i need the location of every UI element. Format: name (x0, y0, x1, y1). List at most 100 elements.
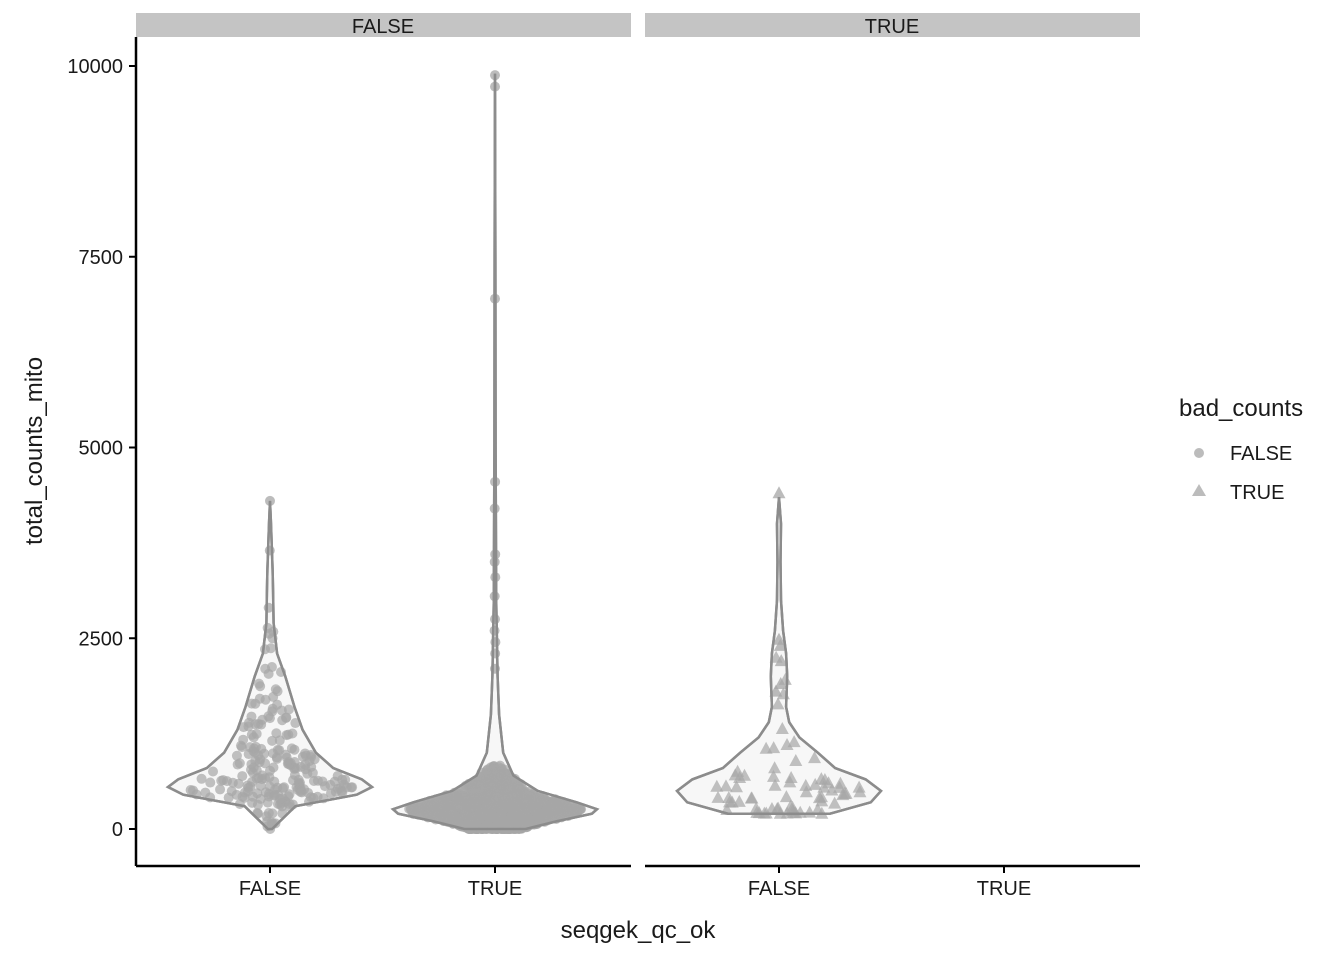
data-point (248, 732, 259, 743)
legend: bad_counts FALSE TRUE (1179, 395, 1303, 504)
data-point (257, 714, 268, 725)
data-point (246, 698, 257, 709)
data-point (264, 781, 275, 792)
data-point (745, 791, 759, 804)
data-point (252, 788, 263, 799)
data-point (495, 760, 506, 771)
data-point (286, 743, 297, 754)
data-point (500, 793, 511, 804)
data-point (268, 691, 279, 702)
data-point (281, 712, 292, 723)
data-point (828, 796, 842, 809)
violin-outline (390, 73, 600, 831)
legend-label-false: FALSE (1230, 443, 1292, 465)
data-point (783, 775, 797, 788)
data-point (833, 780, 847, 793)
data-point (729, 780, 743, 793)
data-point (303, 787, 314, 798)
data-point (501, 783, 512, 794)
data-point (711, 790, 725, 803)
data-point (456, 797, 467, 808)
data-point (484, 802, 495, 813)
data-point (238, 734, 249, 745)
data-point (237, 771, 248, 782)
data-point (547, 798, 558, 809)
data-point (208, 766, 219, 777)
outlier-point (774, 654, 788, 667)
data-point (306, 761, 317, 772)
data-point (484, 786, 495, 797)
data-point (852, 780, 866, 793)
data-point (498, 803, 509, 814)
facet-strip-false (136, 13, 631, 37)
outlier-point (490, 614, 501, 625)
data-point (263, 668, 274, 679)
data-point (422, 809, 433, 820)
data-point (480, 810, 491, 821)
data-point (261, 811, 272, 822)
data-point (242, 780, 253, 791)
data-point (519, 805, 530, 816)
violin-group-false (675, 486, 883, 819)
data-point (719, 779, 733, 792)
data-point (509, 816, 520, 827)
violin-shape (675, 497, 883, 815)
data-point (789, 753, 803, 766)
data-point (338, 779, 349, 790)
data-point (839, 786, 853, 799)
data-point (312, 791, 323, 802)
data-point (297, 751, 308, 762)
facet-strip-label-true: TRUE (865, 16, 919, 38)
data-point (238, 722, 249, 733)
data-point (215, 784, 226, 795)
data-point (481, 765, 492, 776)
data-point (274, 745, 285, 756)
data-point (771, 697, 785, 710)
data-point (568, 806, 579, 817)
data-point (499, 769, 510, 780)
x-axis-title: seqgek_qc_ok (561, 917, 717, 944)
data-point (759, 741, 773, 754)
data-point (768, 778, 782, 791)
data-point (205, 777, 216, 788)
violin-group-true (390, 70, 600, 834)
data-point (251, 765, 262, 776)
data-point (767, 769, 781, 782)
data-point (268, 762, 279, 773)
x-tick-label: FALSE (748, 878, 810, 900)
data-point (479, 779, 490, 790)
data-point (470, 784, 481, 795)
facet-strip-true (645, 13, 1140, 37)
legend-title: bad_counts (1179, 395, 1303, 422)
data-point (232, 759, 243, 770)
y-tick-label: 7500 (79, 247, 124, 269)
facet-panel-true (675, 486, 883, 819)
legend-key-circle (1194, 448, 1204, 458)
data-point (293, 778, 304, 789)
y-tick-label: 5000 (79, 438, 124, 460)
legend-label-true: TRUE (1230, 482, 1284, 504)
outlier-point (772, 486, 786, 499)
plot-panels (165, 70, 883, 834)
data-point (281, 730, 292, 741)
outlier-point (772, 632, 786, 645)
data-point (247, 797, 258, 808)
data-point (406, 803, 417, 814)
y-tick-label: 2500 (79, 628, 124, 650)
data-point (771, 801, 785, 814)
data-point (279, 782, 290, 793)
data-point (822, 776, 836, 789)
data-point (784, 799, 798, 812)
axes: FALSE TRUE FALSE TRUE 0 2500 5000 7500 10000 (67, 37, 1140, 900)
data-point (332, 770, 343, 781)
data-point (779, 790, 793, 803)
data-point (312, 775, 323, 786)
data-point (442, 793, 453, 804)
data-point (853, 785, 867, 798)
data-point (447, 808, 458, 819)
data-point (272, 699, 283, 710)
x-tick-label: TRUE (468, 878, 522, 900)
y-tick-label: 0 (112, 819, 123, 841)
data-point (808, 751, 822, 764)
